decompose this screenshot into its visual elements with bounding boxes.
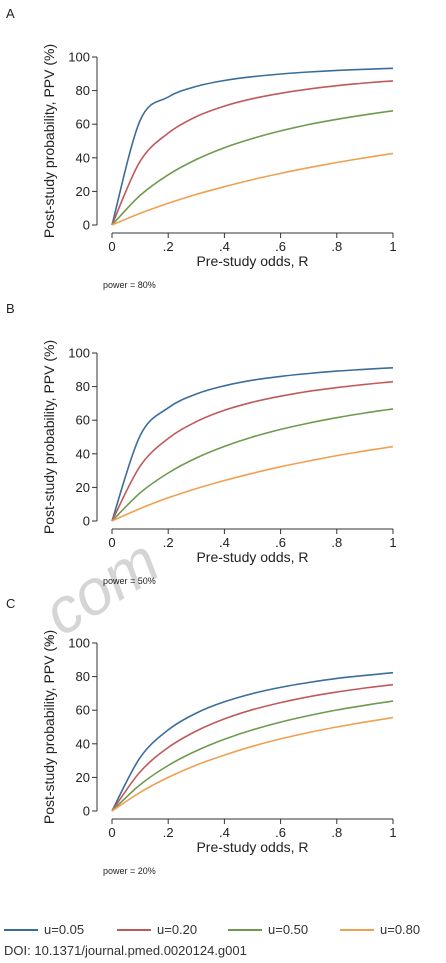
panel-a-series-u-0-05 [111, 67, 394, 226]
panel-b-x-axis-title: Pre-study odds, R [196, 549, 308, 565]
panel-c-y-tick-label: 40 [76, 736, 90, 751]
panel-c-x-axis-title: Pre-study odds, R [196, 839, 308, 855]
panel-a-x-tick-label: .4 [219, 239, 230, 254]
panel-a-x-axis-title: Pre-study odds, R [196, 253, 308, 269]
chart-panel-a: A 0 20 40 60 80 100 0 .2 .4 .6 .8 1 Pre-study odds, R… [6, 6, 397, 290]
panel-c-y-tick-label: 20 [76, 770, 90, 785]
legend-label-u-0-80: u=0.80 [380, 922, 420, 937]
panel-b-y-tick-label: 80 [76, 379, 90, 394]
panel-b-x-tick-label: .6 [275, 535, 286, 550]
panel-c-series-u-0-50 [111, 700, 394, 812]
panel-a-y-tick-label: 40 [76, 150, 90, 165]
panel-a-x-tick-label: .2 [163, 239, 174, 254]
panel-c-series-u-0-05 [111, 671, 394, 812]
legend-item-u-0-80: u=0.80 [340, 922, 420, 937]
panel-c-x-tick-label: .2 [163, 825, 174, 840]
panel-b-series-u-0-80 [111, 445, 394, 522]
legend-item-u-0-20: u=0.20 [117, 922, 197, 937]
panel-c-x-tick-label: .6 [275, 825, 286, 840]
panel-c-power-note: power = 20% [103, 866, 156, 876]
panel-a-power-note: power = 80% [103, 280, 156, 290]
legend-label-u-0-20: u=0.20 [157, 922, 197, 937]
panel-a-x-tick-label: 0 [108, 239, 115, 254]
panel-a-y-tick-label: 100 [68, 50, 90, 65]
panel-a-series-u-0-20 [111, 80, 394, 226]
panel-a-series-u-0-80 [111, 152, 394, 226]
panel-c-series-u-0-80 [111, 716, 394, 812]
panel-b-y-axis-title: Post-study probability, PPV (%) [41, 340, 57, 534]
panel-b-power-note: power = 50% [103, 576, 156, 586]
panel-b-x-tick-label: .4 [219, 535, 230, 550]
panel-c-y-tick-label: 60 [76, 703, 90, 718]
panel-c-y-tick-label: 80 [76, 669, 90, 684]
panel-b-y-tick-label: 0 [83, 514, 90, 529]
panel-b-series-u-0-05 [111, 367, 394, 522]
legend-item-u-0-50: u=0.50 [228, 922, 308, 937]
panel-a-y-tick-label: 0 [83, 218, 90, 233]
panel-c-x-tick-label: 0 [108, 825, 115, 840]
panel-c-letter: C [6, 596, 15, 611]
watermark: .com [16, 524, 172, 659]
legend-label-u-0-05: u=0.05 [44, 922, 84, 937]
legend-label-u-0-50: u=0.50 [268, 922, 308, 937]
panel-c-x-tick-label: .8 [331, 825, 342, 840]
panel-c-x-tick-label: .4 [219, 825, 230, 840]
panel-b-y-tick-label: 20 [76, 480, 90, 495]
panel-c-series-u-0-20 [111, 683, 394, 812]
panel-b-series-u-0-50 [111, 408, 394, 522]
legend-item-u-0-05: u=0.05 [4, 922, 84, 937]
panel-a-x-tick-label: .6 [275, 239, 286, 254]
doi-caption: DOI: 10.1371/journal.pmed.0020124.g001 [4, 943, 247, 958]
panel-a-y-tick-label: 80 [76, 83, 90, 98]
panel-b-series-u-0-20 [111, 380, 394, 522]
chart-panel-b: B 0 20 40 60 80 100 0 .2 .4 .6 .8 1 Pre-study odds, R… [6, 301, 397, 586]
legend: u=0.05 u=0.20 u=0.50 u=0.80 [4, 922, 420, 937]
panel-a-y-tick-label: 20 [76, 184, 90, 199]
panel-c-x-tick-label: 1 [389, 825, 396, 840]
panel-b-letter: B [6, 301, 15, 316]
panel-a-x-tick-label: .8 [331, 239, 342, 254]
panel-a-series-u-0-50 [111, 110, 394, 226]
panel-c-y-tick-label: 0 [83, 804, 90, 819]
panel-a-y-tick-label: 60 [76, 117, 90, 132]
panel-b-y-tick-label: 100 [68, 346, 90, 361]
panel-b-x-tick-label: .2 [163, 535, 174, 550]
panel-b-x-tick-label: 1 [389, 535, 396, 550]
panel-a-x-tick-label: 1 [389, 239, 396, 254]
chart-panel-c: C 0 20 40 60 80 100 0 .2 .4 .6 .8 1 Pre-study odds, R… [6, 596, 397, 876]
panel-a-letter: A [6, 6, 15, 21]
panel-c-y-axis-title: Post-study probability, PPV (%) [41, 630, 57, 824]
panel-b-y-tick-label: 40 [76, 446, 90, 461]
panel-b-x-tick-label: .8 [331, 535, 342, 550]
panel-c-y-tick-label: 100 [68, 636, 90, 651]
panel-b-x-tick-label: 0 [108, 535, 115, 550]
panel-a-y-axis-title: Post-study probability, PPV (%) [41, 44, 57, 238]
panel-b-y-tick-label: 60 [76, 413, 90, 428]
